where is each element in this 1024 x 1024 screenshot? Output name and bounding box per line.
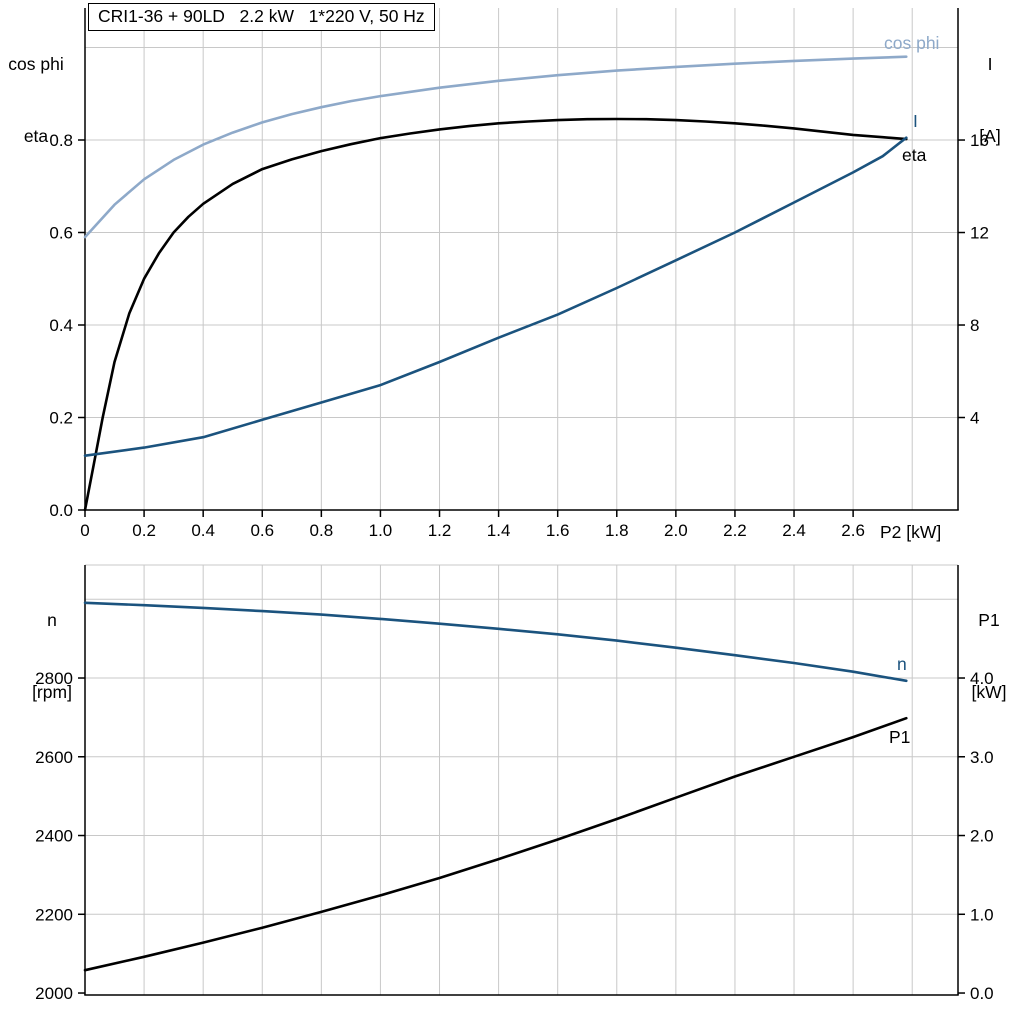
svg-text:0.0: 0.0 <box>970 984 994 1003</box>
svg-text:2.4: 2.4 <box>782 521 806 540</box>
svg-text:0: 0 <box>80 521 89 540</box>
svg-text:0.8: 0.8 <box>49 131 73 150</box>
curve-label-speed: n <box>897 654 907 674</box>
curve-label-eta: eta <box>902 145 927 165</box>
svg-text:2200: 2200 <box>35 905 73 924</box>
svg-text:0.2: 0.2 <box>49 408 73 427</box>
svg-text:0.6: 0.6 <box>250 521 274 540</box>
svg-text:16: 16 <box>970 131 989 150</box>
svg-text:4.0: 4.0 <box>970 669 994 688</box>
svg-text:1.0: 1.0 <box>970 905 994 924</box>
bottom-left-axis-title: n [rpm] <box>22 560 82 752</box>
svg-text:2000: 2000 <box>35 984 73 1003</box>
svg-text:2400: 2400 <box>35 827 73 846</box>
svg-text:1.6: 1.6 <box>546 521 570 540</box>
axis-label-eta: eta <box>23 126 49 146</box>
svg-text:8: 8 <box>970 316 979 335</box>
curve-label-cos-phi: cos phi <box>884 33 940 53</box>
axis-label-cos-phi: cos phi <box>8 54 64 74</box>
curve-label-p1: P1 <box>889 727 911 747</box>
svg-text:1.2: 1.2 <box>428 521 452 540</box>
svg-text:2.0: 2.0 <box>970 827 994 846</box>
svg-text:0.0: 0.0 <box>49 501 73 520</box>
svg-text:2.6: 2.6 <box>841 521 865 540</box>
svg-text:1.8: 1.8 <box>605 521 629 540</box>
svg-text:3.0: 3.0 <box>970 748 994 767</box>
svg-text:12: 12 <box>970 224 989 243</box>
axis-label-speed: n <box>47 610 57 630</box>
svg-text:0.6: 0.6 <box>49 223 73 242</box>
svg-text:2.2: 2.2 <box>723 521 747 540</box>
axis-label-speed-unit: [rpm] <box>32 682 72 702</box>
svg-text:1.0: 1.0 <box>369 521 393 540</box>
svg-text:0.4: 0.4 <box>191 521 215 540</box>
svg-text:0.2: 0.2 <box>132 521 156 540</box>
axis-label-current-unit: [A] <box>979 126 1001 146</box>
axis-label-p1-unit: [kW] <box>971 682 1007 702</box>
x-axis-label-p2: P2 [kW] <box>880 522 942 542</box>
svg-text:1.4: 1.4 <box>487 521 511 540</box>
svg-text:4: 4 <box>970 409 979 428</box>
chart-title-box: CRI1-36 + 90LD 2.2 kW 1*220 V, 50 Hz <box>88 3 435 31</box>
svg-text:0.4: 0.4 <box>49 316 73 335</box>
svg-text:0.8: 0.8 <box>310 521 334 540</box>
axis-label-p1: P1 <box>978 610 1000 630</box>
svg-text:2.0: 2.0 <box>664 521 688 540</box>
svg-text:2600: 2600 <box>35 748 73 767</box>
axis-label-current: I <box>987 54 993 74</box>
svg-text:2800: 2800 <box>35 669 73 688</box>
top-left-axis-title: cos phi eta <box>3 4 69 196</box>
curve-label-current: I <box>913 111 918 131</box>
bottom-right-axis-title: P1 [kW] <box>960 560 1018 752</box>
top-right-axis-title: I [A] <box>962 4 1018 196</box>
